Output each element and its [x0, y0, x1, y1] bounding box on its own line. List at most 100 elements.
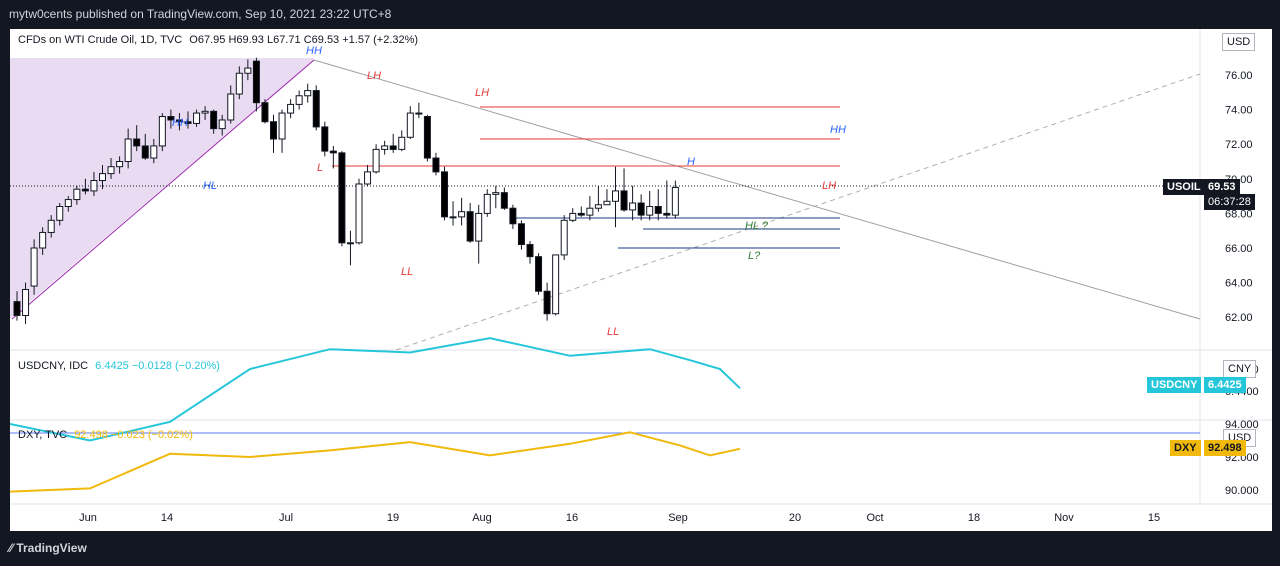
descending-trendline [313, 59, 1201, 320]
time-axis[interactable]: Jun 14 Jul 19 Aug 16 Sep 20 Oct 18 Nov 15 [79, 512, 1160, 524]
time-tick-label: Jun [79, 512, 97, 524]
candle-up [99, 173, 106, 182]
dxy-tick-label: 94.000 [1225, 419, 1259, 431]
candle-down [423, 116, 431, 159]
candle-down [637, 202, 645, 216]
candle-down [210, 110, 218, 130]
candle-up [594, 204, 602, 209]
candle-down [654, 205, 662, 214]
currency-button[interactable]: USD [1222, 33, 1256, 51]
candle-down [577, 212, 585, 216]
candle-up [30, 247, 38, 287]
candle-up [629, 202, 637, 211]
wave-label: LH [367, 70, 381, 82]
candle-up [475, 212, 483, 242]
candle-up [116, 161, 124, 168]
chart-canvas[interactable]: 78.0076.0074.0072.0070.0068.0066.0064.00… [10, 29, 1272, 531]
candle-up [406, 112, 414, 138]
price-tick-label: 64.00 [1225, 278, 1253, 290]
candle-up [295, 95, 303, 105]
usoil-price-badge: 69.53 [1204, 179, 1240, 195]
candle-up [193, 112, 201, 124]
candle-down [517, 223, 525, 246]
wave-label: HL [203, 180, 217, 192]
candle-down [141, 145, 149, 159]
candle-up [492, 192, 500, 195]
wave-label: LL [607, 326, 619, 338]
candle-down [321, 126, 329, 152]
candle-up [235, 72, 243, 95]
candle-up [278, 112, 286, 140]
wave-label: HH [830, 124, 846, 136]
publish-info: mytw0cents published on TradingView.com,… [9, 7, 392, 21]
candle-up [586, 207, 594, 216]
usdcny-change: −0.0128 (−0.20%) [131, 360, 220, 372]
dxy-change: −0.023 (−0.02%) [110, 429, 193, 441]
tradingview-logo[interactable]: ⁄⁄ TradingView [9, 541, 87, 555]
candle-up [64, 199, 72, 207]
candle-up [56, 205, 64, 221]
time-tick-label: 20 [789, 512, 801, 524]
dxy-line [10, 431, 741, 493]
candle-up [372, 148, 380, 173]
usdcny-symbol: USDCNY, IDC [18, 360, 89, 372]
price-axis[interactable]: 78.0076.0074.0072.0070.0068.0066.0064.00… [1225, 35, 1259, 497]
candle-down [13, 301, 21, 316]
dxy-symbol: DXY, TVC [18, 429, 68, 441]
time-tick-label: Sep [668, 512, 688, 524]
candle-up [218, 119, 226, 130]
price-tick-label: 62.00 [1225, 312, 1253, 324]
chart-area[interactable]: 78.0076.0074.0072.0070.0068.0066.0064.00… [10, 29, 1272, 531]
dxy-series [10, 431, 741, 493]
price-drawings[interactable] [10, 58, 1201, 434]
wave-label: HL ? [745, 220, 769, 232]
wave-label: LH [475, 87, 489, 99]
dxy-value: 92.498 [74, 429, 108, 441]
candle-down [543, 290, 551, 315]
time-tick-label: Aug [472, 512, 492, 524]
candle-down [535, 256, 543, 292]
time-tick-label: 15 [1148, 512, 1160, 524]
candle-down [432, 157, 440, 173]
rising-channel [10, 58, 314, 319]
wave-label: LH [822, 180, 836, 192]
candle-down [312, 90, 320, 128]
candle-down [466, 211, 474, 242]
candle-up [603, 200, 611, 206]
time-tick-label: 16 [566, 512, 578, 524]
brand-name: TradingView [16, 541, 87, 555]
candle-down [441, 171, 448, 218]
candle-up [381, 145, 389, 150]
wave-label: HH [172, 117, 188, 129]
candle-down [389, 145, 397, 150]
main-legend[interactable]: CFDs on WTI Crude Oil, 1D, TVC O67.95 H6… [18, 34, 418, 46]
candle-up [449, 216, 457, 219]
wave-label: L? [748, 250, 761, 262]
candle-up [612, 190, 619, 202]
candle-up [483, 193, 491, 214]
candle-up [364, 171, 372, 185]
usdcny-unit-button[interactable]: CNY [1223, 360, 1257, 378]
dxy-price-badge: 92.498 [1204, 440, 1246, 456]
usdcny-legend[interactable]: USDCNY, IDC 6.4425 −0.0128 (−0.20%) [18, 360, 220, 372]
publish-header: mytw0cents published on TradingView.com,… [0, 0, 1280, 30]
ohlc-close: C69.53 [303, 34, 340, 46]
candle-down [620, 190, 628, 211]
usdcny-series [10, 337, 741, 442]
usdcny-value: 6.4425 [95, 360, 129, 372]
candle-up [227, 93, 235, 121]
candle-up [107, 166, 115, 175]
candle-up [415, 112, 423, 115]
ohlc-open: O67.95 [189, 34, 226, 46]
candle-up [355, 183, 363, 244]
dxy-legend[interactable]: DXY, TVC 92.498 −0.023 (−0.02%) [18, 429, 193, 441]
candle-down [261, 102, 269, 123]
candle-down [509, 207, 517, 225]
usoil-countdown-badge: 06:37:28 [1204, 194, 1255, 210]
price-tick-label: 68.00 [1225, 208, 1253, 220]
candle-up [398, 136, 406, 150]
ohlc-high: H69.93 [228, 34, 264, 46]
candle-down [184, 121, 192, 124]
footer: ⁄⁄ TradingView [0, 532, 1280, 566]
